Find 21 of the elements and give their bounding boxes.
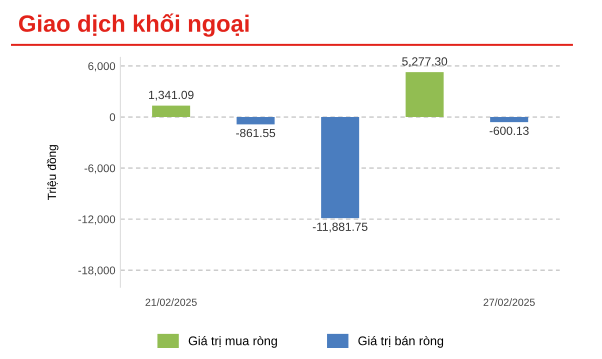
bar (406, 72, 444, 118)
y-tick-label: -12,000 (78, 215, 116, 225)
x-tick-label: 21/02/2025 (146, 298, 197, 306)
bar (236, 117, 275, 124)
bar (152, 106, 190, 118)
y-tick-label: 0 (110, 113, 116, 122)
bar (490, 117, 528, 122)
legend-label: Giá trị bán ròng (358, 336, 444, 348)
y-tick-label: -6,000 (84, 164, 116, 174)
y-axis-title: Triệu đồng (46, 145, 58, 200)
data-label: -861.55 (236, 128, 276, 138)
data-label: -600.13 (490, 126, 529, 135)
y-tick-label: -18,000 (78, 266, 116, 276)
data-label: 1,341.09 (149, 90, 194, 100)
legend-label: Giá trị mua ròng (188, 336, 277, 348)
bar (321, 117, 360, 218)
chart-title: Giao dịch khối ngoại (19, 14, 249, 37)
data-label: 5,277.30 (402, 57, 448, 67)
data-label: -11,881.75 (312, 222, 368, 232)
y-tick-label: 6,000 (88, 62, 116, 72)
x-tick-label: 27/02/2025 (484, 298, 535, 306)
